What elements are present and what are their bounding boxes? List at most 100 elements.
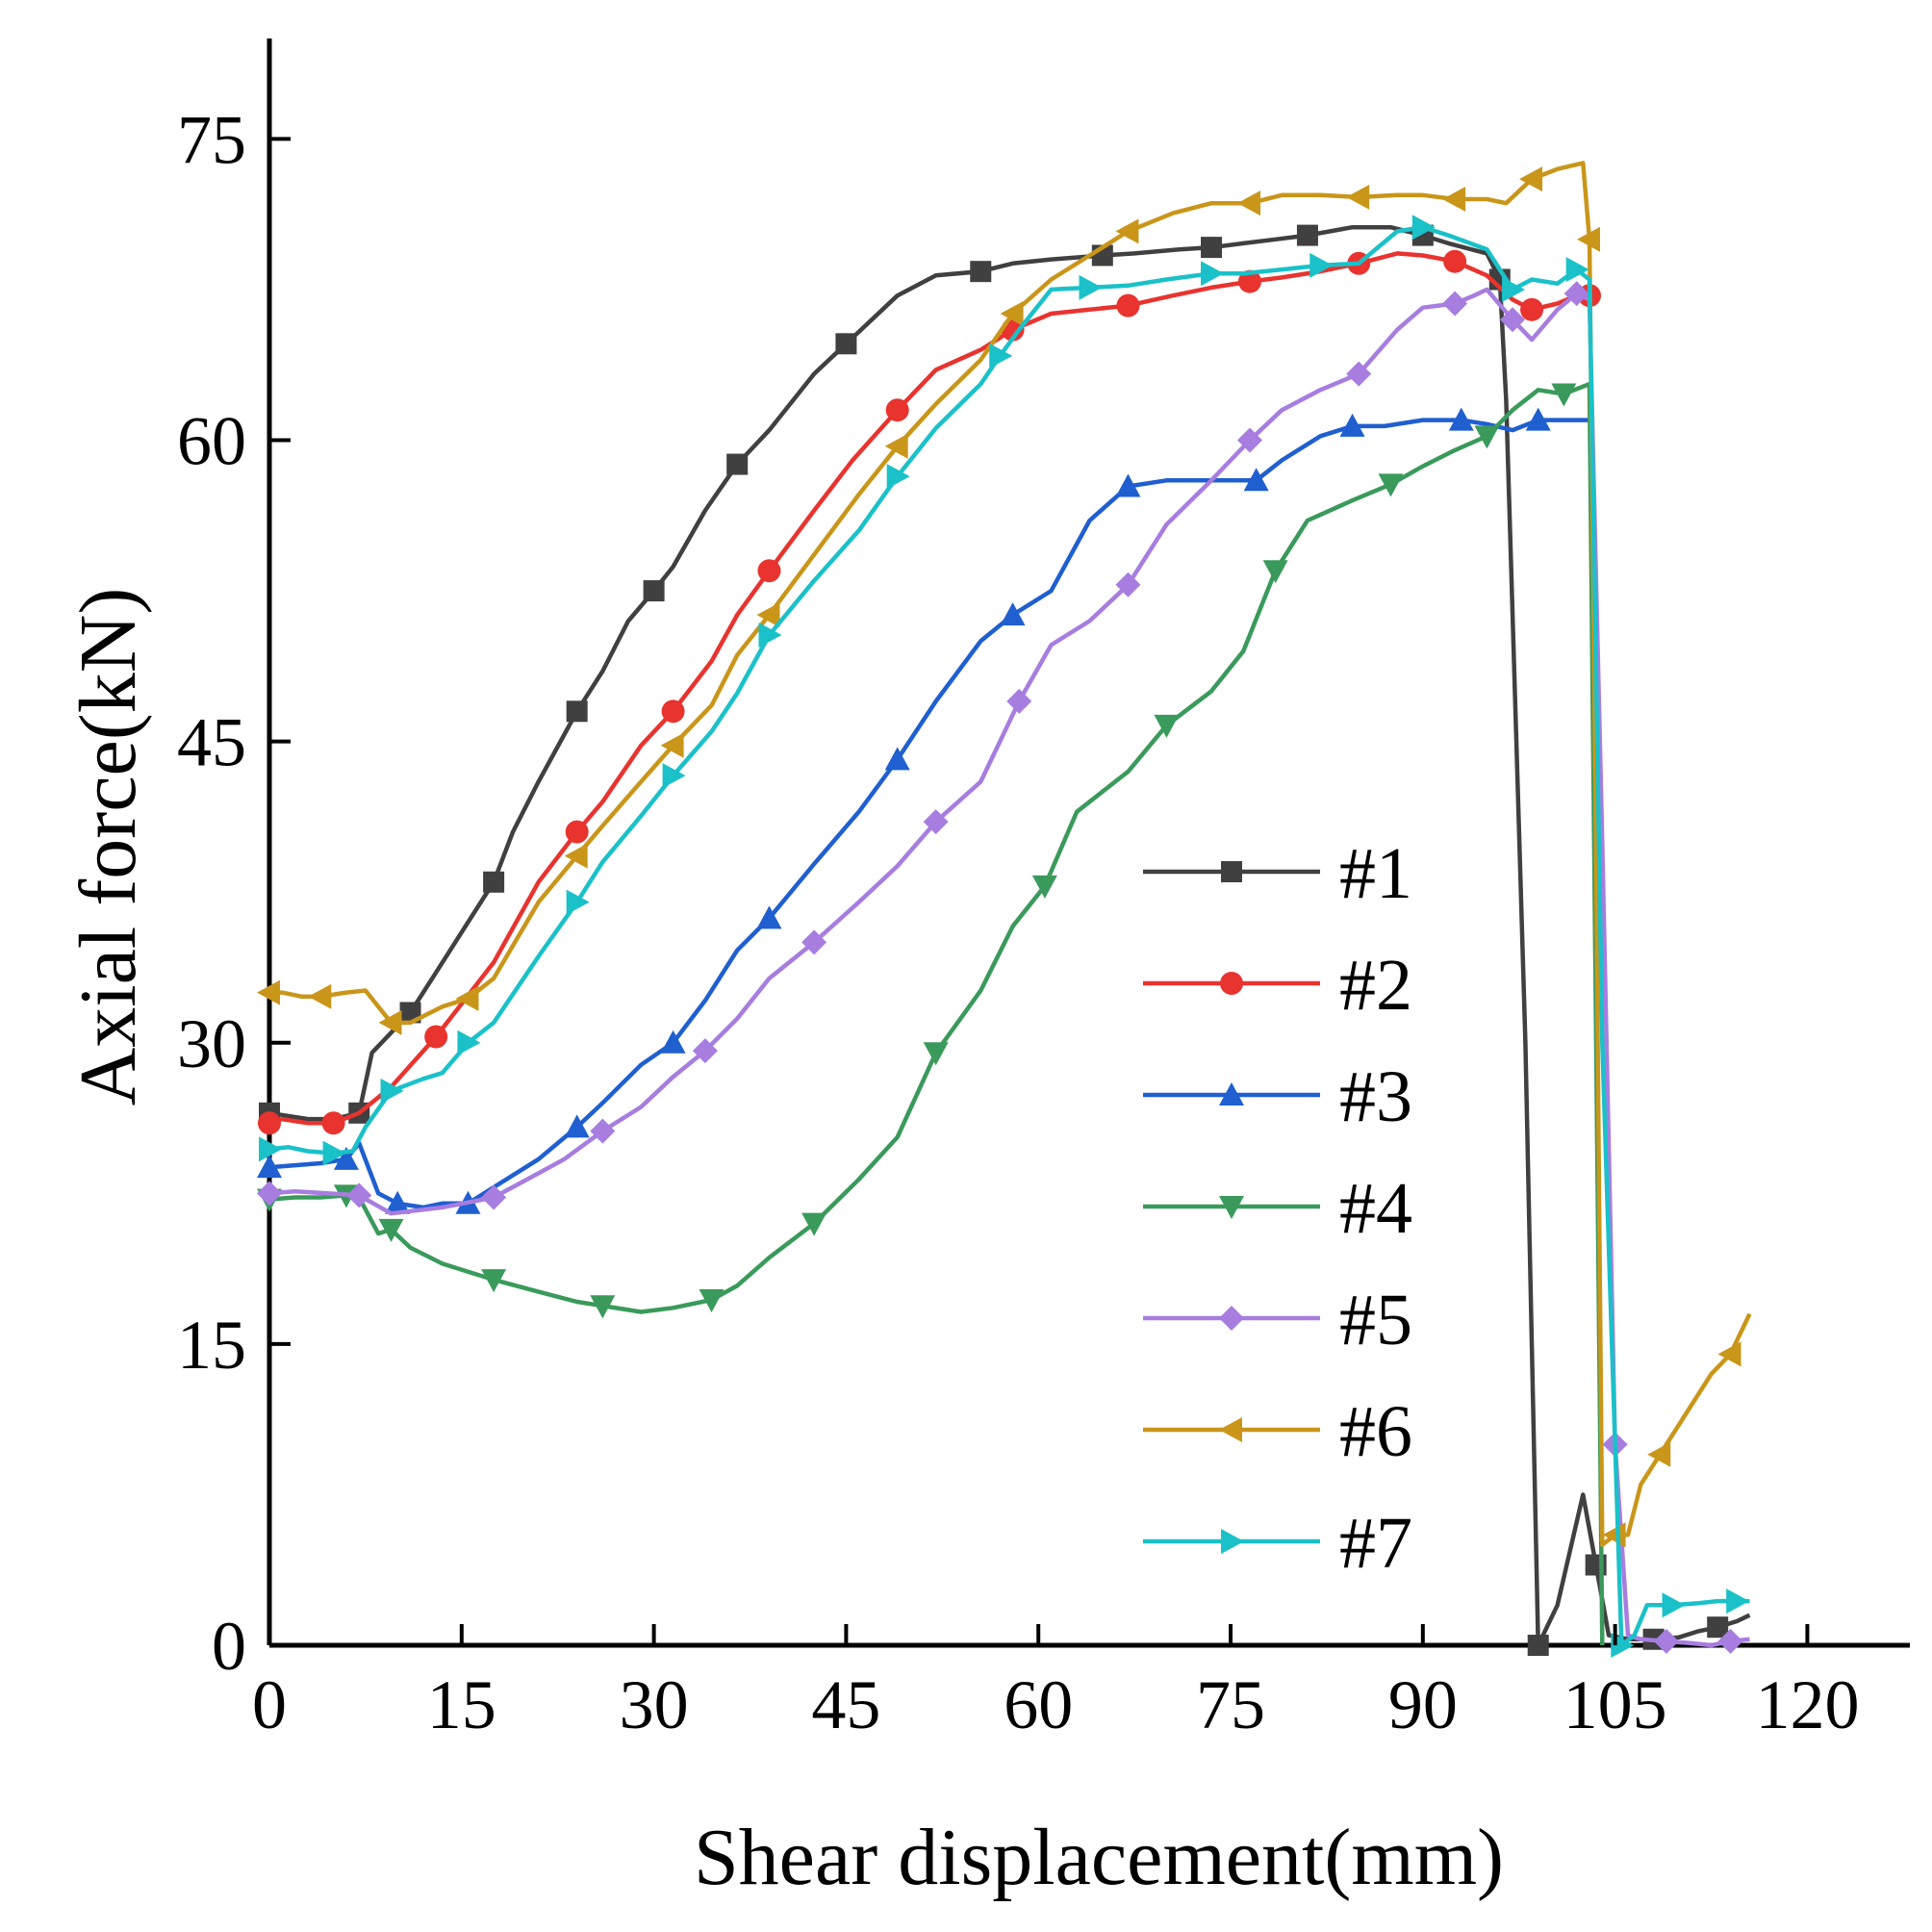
legend-item: #2 [1143, 945, 1412, 1026]
data-point-marker [483, 871, 505, 893]
data-point-marker [660, 732, 684, 758]
series-line [268, 381, 1605, 1646]
legend-item: #4 [1143, 1168, 1412, 1249]
data-point-marker [756, 602, 780, 628]
data-point-marker [566, 889, 590, 915]
data-point-marker [699, 1288, 724, 1312]
legend-label: #4 [1339, 1168, 1412, 1249]
legend-label: #2 [1339, 945, 1412, 1026]
data-point-marker [1448, 407, 1474, 431]
data-point-marker [378, 1009, 402, 1035]
data-point-marker [1443, 249, 1467, 273]
legend-marker [1219, 1082, 1244, 1106]
data-point-marker [1502, 276, 1526, 302]
y-tick-label: 15 [177, 1307, 246, 1384]
data-point-marker [758, 622, 782, 648]
data-point-marker [884, 433, 908, 459]
data-point-marker [989, 343, 1013, 369]
data-point-marker [1717, 1341, 1741, 1367]
data-point-marker [661, 699, 685, 724]
data-point-marker [970, 261, 992, 283]
legend-label: #5 [1339, 1280, 1412, 1360]
data-point-marker [801, 1212, 827, 1236]
data-point-marker [1519, 166, 1543, 192]
x-tick-label: 75 [1196, 1666, 1265, 1743]
data-point-marker [660, 1030, 686, 1054]
data-point-marker [923, 1042, 949, 1066]
data-point-marker [1563, 281, 1589, 307]
data-point-marker [1551, 383, 1577, 407]
series-3 [257, 407, 1589, 1214]
series-1 [259, 224, 1751, 1656]
data-point-marker [257, 1155, 282, 1179]
series-line [269, 161, 1752, 1547]
data-point-marker [564, 843, 588, 869]
data-point-marker [1243, 468, 1269, 492]
series-layer [257, 161, 1752, 1658]
data-point-marker [692, 1038, 718, 1064]
data-point-marker [726, 453, 749, 475]
y-tick-label: 0 [212, 1608, 246, 1685]
data-point-marker [481, 1184, 507, 1210]
series-line [268, 418, 1589, 1210]
data-point-marker [1115, 473, 1141, 497]
data-point-marker [565, 820, 589, 844]
data-point-marker [1237, 191, 1261, 216]
data-point-marker [757, 559, 781, 583]
data-point-marker [1296, 224, 1318, 246]
x-tick-label: 0 [252, 1666, 287, 1743]
x-tick-label: 15 [427, 1666, 496, 1743]
data-point-marker [424, 1025, 448, 1049]
legend-marker [1220, 972, 1243, 995]
data-point-marker [1500, 307, 1526, 333]
x-tick-label: 30 [620, 1666, 689, 1743]
data-point-marker [1000, 602, 1026, 626]
data-point-marker [884, 747, 910, 771]
data-point-marker [1653, 1628, 1679, 1654]
data-point-marker [1201, 237, 1223, 259]
legend-marker [1221, 861, 1242, 882]
y-axis-title: Axial force(kN) [64, 588, 153, 1106]
legend-item: #3 [1143, 1056, 1412, 1137]
data-point-marker [333, 1146, 359, 1170]
data-point-marker [322, 1140, 346, 1166]
legend-label: #6 [1339, 1391, 1412, 1472]
data-point-marker [1115, 218, 1139, 244]
data-point-marker [1262, 560, 1288, 584]
data-point-marker [1662, 1592, 1686, 1618]
data-point-marker [259, 1136, 282, 1162]
data-point-marker [1116, 293, 1140, 318]
legend-marker [1221, 1529, 1244, 1554]
data-point-marker [643, 580, 665, 602]
tick-layer: 0 15 30 45 60 75 90 105 120 0 15 30 45 60 75 [177, 101, 1859, 1743]
x-tick-label: 105 [1563, 1666, 1667, 1743]
legend-label: #7 [1339, 1503, 1412, 1584]
data-point-marker [1309, 252, 1334, 278]
data-point-marker [1474, 425, 1500, 449]
data-point-marker [1201, 261, 1225, 287]
data-point-marker [564, 1114, 590, 1138]
data-point-marker [1647, 1441, 1671, 1467]
data-point-marker [321, 1111, 345, 1135]
data-point-marker [1079, 274, 1103, 300]
data-point-marker [1411, 215, 1436, 241]
x-tick-label: 45 [811, 1666, 880, 1743]
legend-label: #3 [1339, 1056, 1412, 1137]
data-point-marker [1031, 875, 1057, 899]
legend-item: #7 [1143, 1503, 1412, 1584]
x-tick-label: 60 [1004, 1666, 1073, 1743]
y-tick-label: 60 [177, 403, 246, 480]
series-7 [259, 215, 1750, 1658]
data-point-marker [481, 1269, 507, 1293]
legend-marker [1219, 1196, 1244, 1219]
data-point-marker [1339, 413, 1365, 437]
data-point-marker [1378, 473, 1404, 497]
data-point-marker [257, 979, 280, 1005]
series-5 [257, 281, 1750, 1654]
data-point-marker [756, 905, 782, 929]
legend-item: #5 [1143, 1280, 1412, 1360]
data-point-marker [662, 763, 686, 789]
series-line [268, 287, 1750, 1648]
data-point-marker [1520, 297, 1544, 321]
data-point-marker [1006, 688, 1032, 714]
